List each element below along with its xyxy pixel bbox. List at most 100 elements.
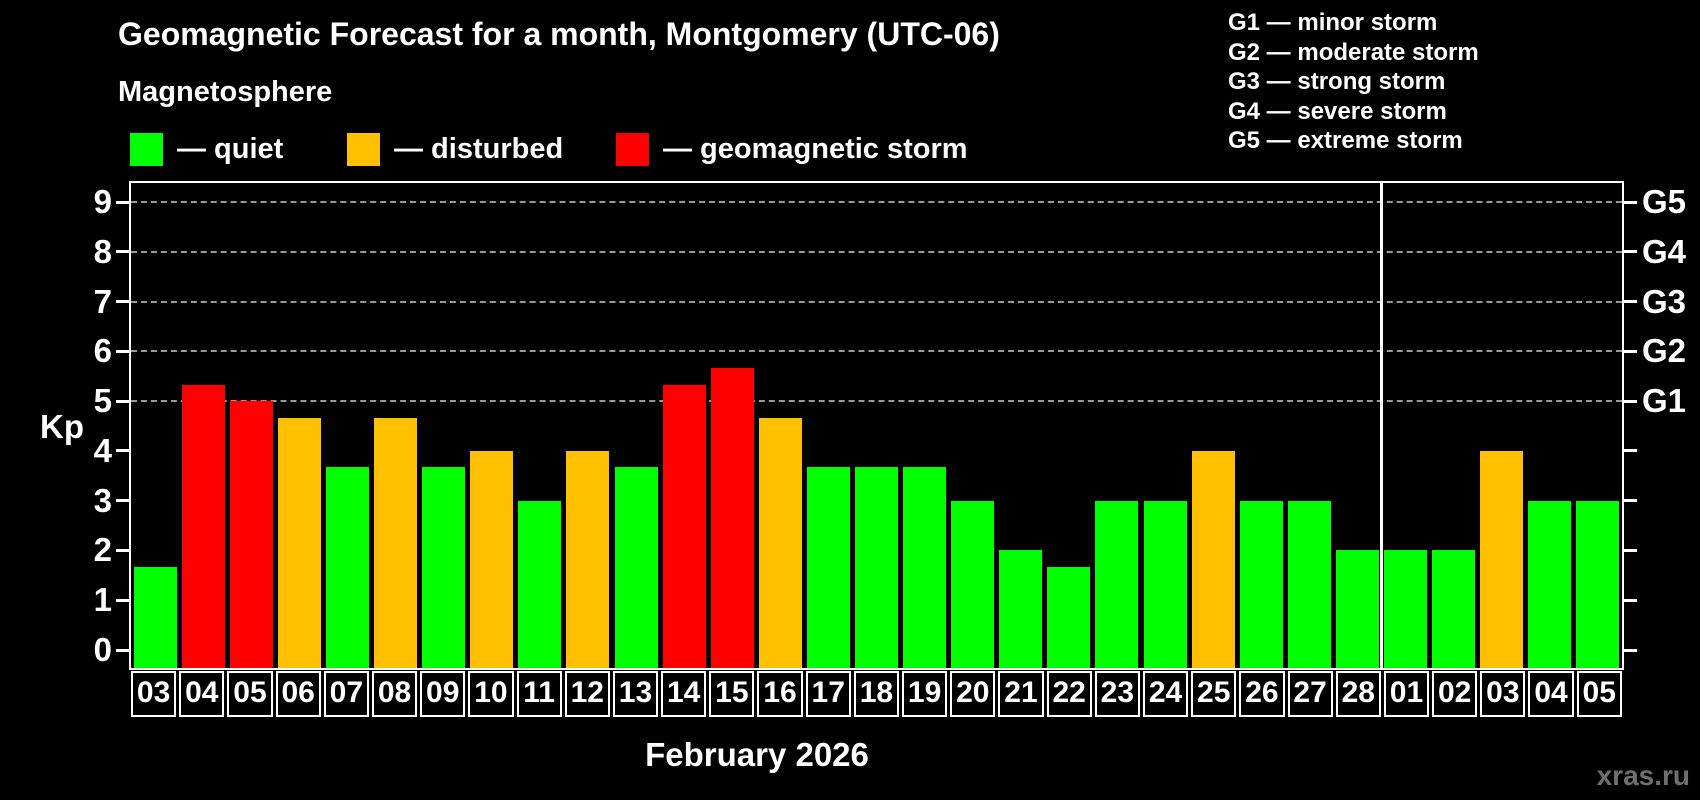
day-label-feb-24: 24	[1142, 671, 1189, 717]
kp-bar-day-10	[470, 450, 514, 668]
day-label-feb-12: 12	[564, 671, 610, 717]
day-label-feb-06: 06	[275, 671, 321, 717]
day-label-feb-18: 18	[853, 671, 899, 717]
kp-bar-day-15	[710, 367, 754, 668]
day-label-feb-03: 03	[131, 671, 177, 717]
x-axis-month-label: February 2026	[645, 736, 869, 773]
kp-bar-day-21	[999, 550, 1043, 668]
y-tick-right-0	[1624, 648, 1637, 652]
y-tick-right-9	[1624, 200, 1637, 204]
kp-bar-day-13	[614, 467, 658, 668]
month-separator-line	[1380, 183, 1384, 668]
day-label-feb-13: 13	[612, 671, 659, 717]
g-scale-legend: G1 — minor storm G2 — moderate storm G3 …	[1228, 8, 1479, 156]
legend-item-disturbed: — disturbed	[347, 133, 563, 166]
legend-label-quiet: — quiet	[177, 133, 284, 165]
y-tick-left-8	[116, 250, 129, 254]
kp-bar-day-26	[1239, 500, 1283, 668]
y-tick-left-4	[116, 449, 129, 453]
day-label-feb-21: 21	[998, 671, 1044, 717]
y-tick-left-9	[116, 200, 129, 204]
y-tick-left-5	[116, 399, 129, 403]
y-tick-label-6: 6	[93, 332, 112, 370]
kp-bar-day-04	[181, 384, 225, 668]
kp-bar-day-05	[1576, 500, 1620, 668]
y-tick-right-1	[1624, 598, 1637, 602]
y-tick-label-8: 8	[93, 232, 112, 270]
y-tick-right-5	[1624, 399, 1637, 403]
gridline-kp9	[131, 201, 1622, 203]
g-legend-line-g5: G5 — extreme storm	[1228, 127, 1463, 154]
day-label-mar-05: 05	[1576, 671, 1622, 717]
legend-item-storm: — geomagnetic storm	[616, 133, 968, 166]
y-tick-label-7: 7	[93, 282, 112, 320]
g-legend-line-g2: G2 — moderate storm	[1228, 38, 1479, 66]
storm-swatch-icon	[616, 133, 649, 166]
y-tick-left-0	[116, 648, 129, 652]
day-label-feb-23: 23	[1094, 671, 1140, 717]
plot-area	[129, 181, 1624, 670]
y-tick-label-9: 9	[93, 183, 112, 220]
right-axis-label-g3: G3	[1642, 282, 1687, 320]
g-legend-line-g4: G4 — severe storm	[1228, 97, 1447, 125]
kp-bar-day-12	[566, 450, 610, 668]
y-tick-right-8	[1624, 250, 1637, 254]
day-label-feb-08: 08	[371, 671, 418, 717]
y-tick-right-6	[1624, 349, 1637, 353]
g-legend-line-g3: G3 — strong storm	[1228, 68, 1446, 95]
gridline-kp8	[131, 250, 1622, 253]
y-tick-label-3: 3	[93, 481, 112, 519]
kp-bar-day-01	[1384, 550, 1428, 668]
gridline-kp6	[131, 350, 1622, 353]
x-axis-day-labels: 03 04 05 06 07 08 09 10 11 12 13 14 15 16 17 18 19 20 21 22…	[131, 671, 1622, 717]
day-label-feb-27: 27	[1287, 671, 1333, 717]
kp-bar-day-06	[277, 417, 321, 668]
kp-bar-day-02	[1432, 550, 1476, 668]
y-tick-left-1	[116, 598, 129, 602]
gridline-kp7	[131, 300, 1622, 303]
day-label-feb-05: 05	[227, 671, 273, 717]
right-axis-label-g5: G5	[1642, 183, 1687, 220]
day-label-feb-11: 11	[516, 671, 562, 717]
day-label-mar-01: 01	[1383, 671, 1430, 717]
y-axis-label: Kp	[40, 408, 84, 445]
day-label-feb-14: 14	[661, 671, 707, 717]
quiet-swatch-icon	[130, 133, 163, 166]
day-label-feb-15: 15	[709, 671, 755, 717]
magnetosphere-label: Magnetosphere	[118, 76, 333, 108]
right-axis-label-g4: G4	[1642, 232, 1687, 270]
kp-bar-day-08	[374, 417, 418, 668]
day-label-feb-07: 07	[323, 671, 369, 717]
right-axis-label-g2: G2	[1642, 332, 1687, 370]
kp-bar-day-28	[1335, 550, 1379, 668]
kp-bar-day-23	[1095, 500, 1139, 668]
day-label-mar-04: 04	[1528, 671, 1574, 717]
day-label-feb-17: 17	[805, 671, 851, 717]
day-label-feb-25: 25	[1191, 671, 1237, 717]
gridline-kp5	[131, 400, 1622, 403]
day-label-feb-16: 16	[757, 671, 803, 717]
y-tick-right-3	[1624, 499, 1637, 503]
chart-title: Geomagnetic Forecast for a month, Montgo…	[118, 16, 1000, 52]
day-label-mar-02: 02	[1432, 671, 1478, 717]
y-tick-right-4	[1624, 449, 1637, 453]
kp-bar-day-03	[1480, 450, 1524, 668]
kp-bar-day-27	[1287, 500, 1331, 668]
watermark: xras.ru	[1596, 760, 1690, 791]
kp-bar-day-14	[662, 384, 706, 668]
day-label-feb-19: 19	[902, 671, 948, 717]
kp-bar-day-09	[422, 467, 466, 668]
y-tick-left-6	[116, 349, 129, 353]
day-label-feb-22: 22	[1046, 671, 1092, 717]
legend-item-quiet: — quiet	[130, 133, 283, 166]
y-tick-left-3	[116, 499, 129, 503]
day-label-feb-10: 10	[468, 671, 514, 717]
right-axis-label-g1: G1	[1642, 382, 1687, 420]
kp-bar-day-17	[806, 467, 850, 668]
g-legend-line-g1: G1 — minor storm	[1228, 9, 1438, 36]
y-tick-left-7	[116, 300, 129, 304]
kp-bar-day-04	[1528, 500, 1572, 668]
kp-bar-day-05	[229, 401, 273, 668]
kp-bar-day-22	[1047, 566, 1091, 668]
kp-bar-day-24	[1143, 500, 1187, 668]
